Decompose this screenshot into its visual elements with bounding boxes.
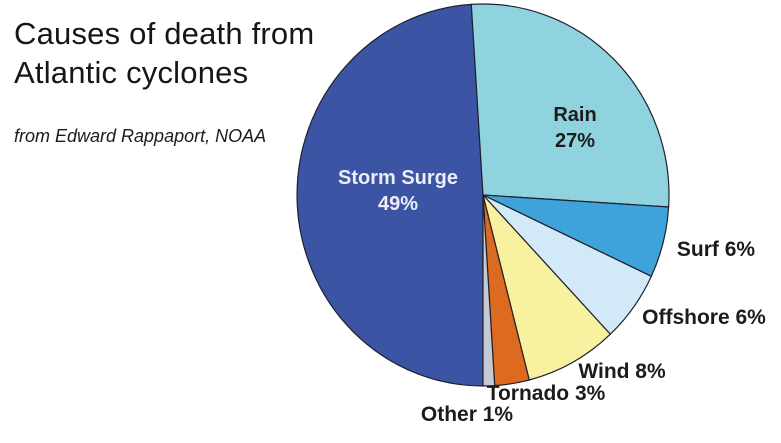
chart-title-line2: Atlantic cyclones (14, 55, 249, 90)
pie-slice-storm-surge (296, 3, 484, 387)
slice-label-rain-pct: 27% (554, 130, 596, 152)
slice-label-wind: Wind 8% (578, 360, 666, 383)
chart-title: Causes of death from Atlantic cyclones (14, 14, 314, 92)
slice-label-storm-surge-name: Storm Surge (337, 167, 459, 189)
chart-title-line1: Causes of death from (14, 16, 315, 51)
pie-slice-wind (482, 194, 611, 381)
slice-label-other: Other 1% (420, 403, 514, 426)
pie-slice-other (482, 194, 496, 387)
pie-slice-rain (470, 3, 670, 208)
slice-label-storm-surge: Storm Surge 49% (338, 165, 458, 217)
slice-label-offshore: Offshore 6% (642, 306, 766, 329)
slice-label-rain: Rain 27% (553, 102, 596, 154)
slice-label-surf: Surf 6% (676, 238, 756, 261)
slice-label-tornado: Tornado 3% (486, 382, 606, 405)
slice-label-storm-surge-pct: 49% (377, 193, 419, 215)
slice-label-rain-name: Rain (553, 104, 597, 126)
source-attribution: from Edward Rappaport, NOAA (14, 126, 267, 146)
